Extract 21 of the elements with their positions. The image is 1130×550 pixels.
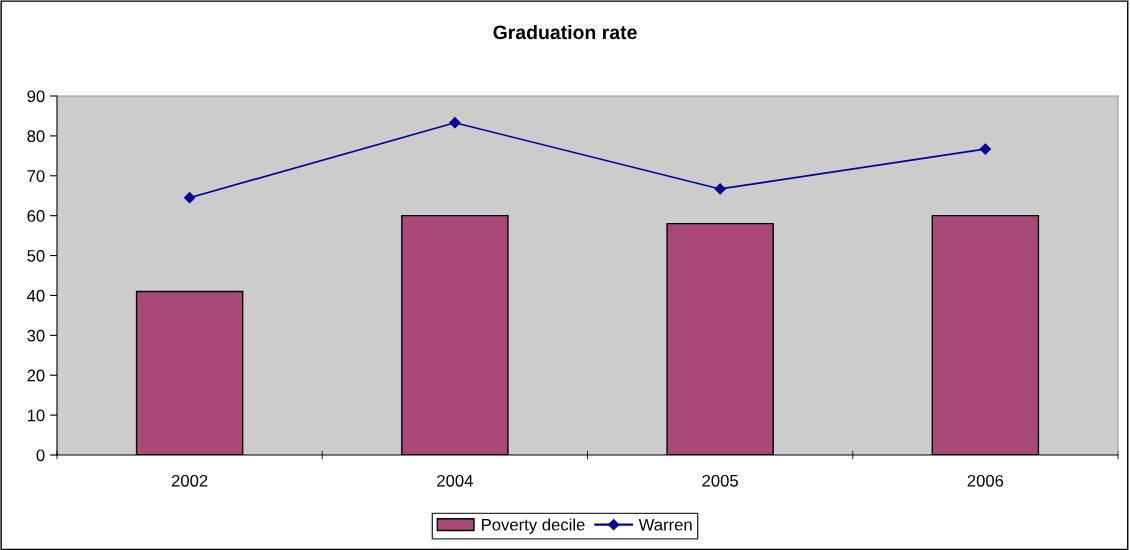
y-tick-label: 20	[27, 369, 45, 382]
point	[449, 117, 461, 129]
point	[714, 183, 726, 195]
y-tick-label: 0	[36, 449, 45, 462]
legend-label: Poverty decile	[482, 518, 585, 534]
y-tick-label: 50	[27, 249, 45, 262]
y-tick-label: 70	[27, 170, 45, 182]
y-tick-label: 30	[27, 329, 45, 342]
x-tick-label: 2006	[967, 474, 1004, 487]
y-tick-label: 90	[27, 90, 45, 103]
point	[184, 192, 196, 204]
chart-title: Graduation rate	[493, 24, 637, 40]
legend-label: Warren	[638, 518, 692, 531]
y-tick-label: 80	[27, 130, 45, 143]
y-tick-label: 60	[27, 210, 45, 222]
x-tick-label: 2005	[702, 474, 738, 487]
x-tick-label: 2002	[171, 474, 208, 487]
point	[979, 143, 991, 155]
y-tick-label: 40	[27, 289, 45, 302]
y-tick-label: 10	[27, 409, 45, 422]
x-tick-label: 2004	[437, 474, 473, 487]
